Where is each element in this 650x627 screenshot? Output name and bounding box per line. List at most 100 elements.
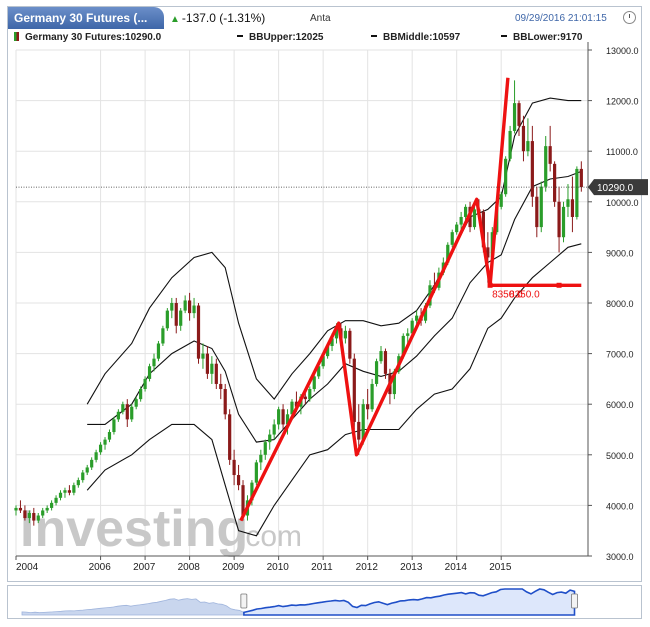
- candle-body: [58, 492, 63, 498]
- candle-body: [553, 163, 557, 202]
- candle: [54, 495, 58, 506]
- y-tick-label: 5000.0: [606, 451, 634, 461]
- candle: [219, 373, 223, 400]
- candle: [579, 161, 583, 192]
- x-tick-label: 2004: [16, 562, 39, 573]
- support-label: 8350.0: [509, 289, 540, 300]
- candle: [272, 419, 276, 440]
- candle-body: [423, 305, 428, 321]
- grid-lines: [15, 49, 588, 557]
- candle-body: [72, 485, 76, 493]
- y-tick-label: 12000.0: [606, 97, 639, 107]
- candle: [143, 376, 147, 392]
- candle-body: [94, 452, 98, 460]
- candle: [18, 500, 23, 513]
- candle-body: [63, 490, 67, 493]
- logo-suffix: .com: [237, 520, 302, 553]
- navigator-chart[interactable]: [8, 586, 641, 618]
- candle-body: [67, 490, 72, 493]
- navigator-handle-icon[interactable]: [571, 593, 578, 609]
- x-tick-label: 2006: [89, 562, 112, 573]
- candle-body: [526, 141, 530, 152]
- trend-lines: [239, 77, 582, 522]
- candle-body: [165, 310, 169, 329]
- candle-body: [290, 401, 294, 415]
- candle: [81, 469, 85, 483]
- instrument-tab[interactable]: Germany 30 Futures (...: [8, 7, 164, 29]
- candle-body: [125, 404, 129, 420]
- candle-body: [566, 199, 570, 207]
- candle-body: [85, 467, 89, 473]
- candle: [179, 308, 183, 331]
- candle-body: [183, 300, 187, 311]
- candle: [566, 184, 570, 217]
- candle-body: [107, 432, 112, 440]
- candle-body: [210, 363, 214, 374]
- candle: [526, 118, 530, 157]
- support-label: 8350.0: [492, 289, 523, 300]
- clock-icon[interactable]: [623, 11, 636, 24]
- candle: [134, 396, 138, 410]
- candle-body: [521, 125, 526, 152]
- candle: [539, 181, 543, 233]
- candle-body: [36, 515, 40, 521]
- timestamp: 09/29/2016 21:01:15: [515, 13, 607, 24]
- candle: [530, 125, 534, 207]
- support-marker: [487, 282, 493, 288]
- candle-body: [103, 439, 107, 445]
- candle-body: [130, 406, 134, 420]
- x-tick-label: 2010: [267, 562, 290, 573]
- candle-body: [459, 216, 463, 225]
- candle: [32, 507, 36, 526]
- time-navigator[interactable]: [7, 585, 642, 619]
- price-tag-label: 10290.0: [597, 183, 634, 194]
- candle: [508, 125, 512, 162]
- candle: [343, 325, 348, 344]
- candle-body: [121, 404, 125, 412]
- support-marker: [556, 282, 562, 288]
- candle-body: [325, 346, 330, 357]
- candle-body: [241, 485, 245, 516]
- legend-price-label: Germany 30 Futures:10290.0: [25, 32, 162, 43]
- candle: [192, 297, 196, 319]
- candle-body: [575, 168, 579, 217]
- candle-body: [334, 328, 339, 339]
- candle: [348, 328, 352, 364]
- candle: [121, 401, 125, 415]
- last-price: 10290.0: [588, 179, 648, 196]
- candle-body: [156, 343, 161, 359]
- candle-body: [81, 472, 85, 481]
- candle-body: [401, 335, 405, 357]
- price-change: ▲ -137.0 (-1.31%): [170, 11, 265, 25]
- x-tick-label: 2007: [133, 562, 156, 573]
- candle: [125, 399, 129, 427]
- candle-body: [312, 376, 316, 390]
- candle: [535, 186, 539, 238]
- candle: [263, 439, 267, 460]
- bb-upper-line: [86, 97, 582, 405]
- axes: [16, 42, 589, 557]
- candle: [553, 161, 557, 207]
- candle-body: [112, 419, 116, 433]
- candle-body: [512, 103, 517, 131]
- candle: [268, 429, 272, 450]
- candle-body: [321, 356, 325, 367]
- candle-body: [170, 303, 174, 311]
- candle: [281, 404, 285, 430]
- x-tick-label: 2008: [178, 562, 201, 573]
- candle: [214, 358, 218, 390]
- candle-body: [134, 399, 138, 407]
- candle: [76, 477, 80, 488]
- x-tick-label: 2015: [489, 562, 512, 573]
- candle: [36, 512, 40, 524]
- candle: [406, 328, 410, 344]
- navigator-handle-icon[interactable]: [240, 593, 248, 609]
- candle-body: [348, 330, 352, 359]
- candle-body: [450, 232, 454, 245]
- candle: [472, 206, 477, 230]
- candle-body: [499, 194, 503, 207]
- legend-bb-lower-label: BBLower:9170: [513, 32, 583, 43]
- candle-body: [303, 396, 307, 400]
